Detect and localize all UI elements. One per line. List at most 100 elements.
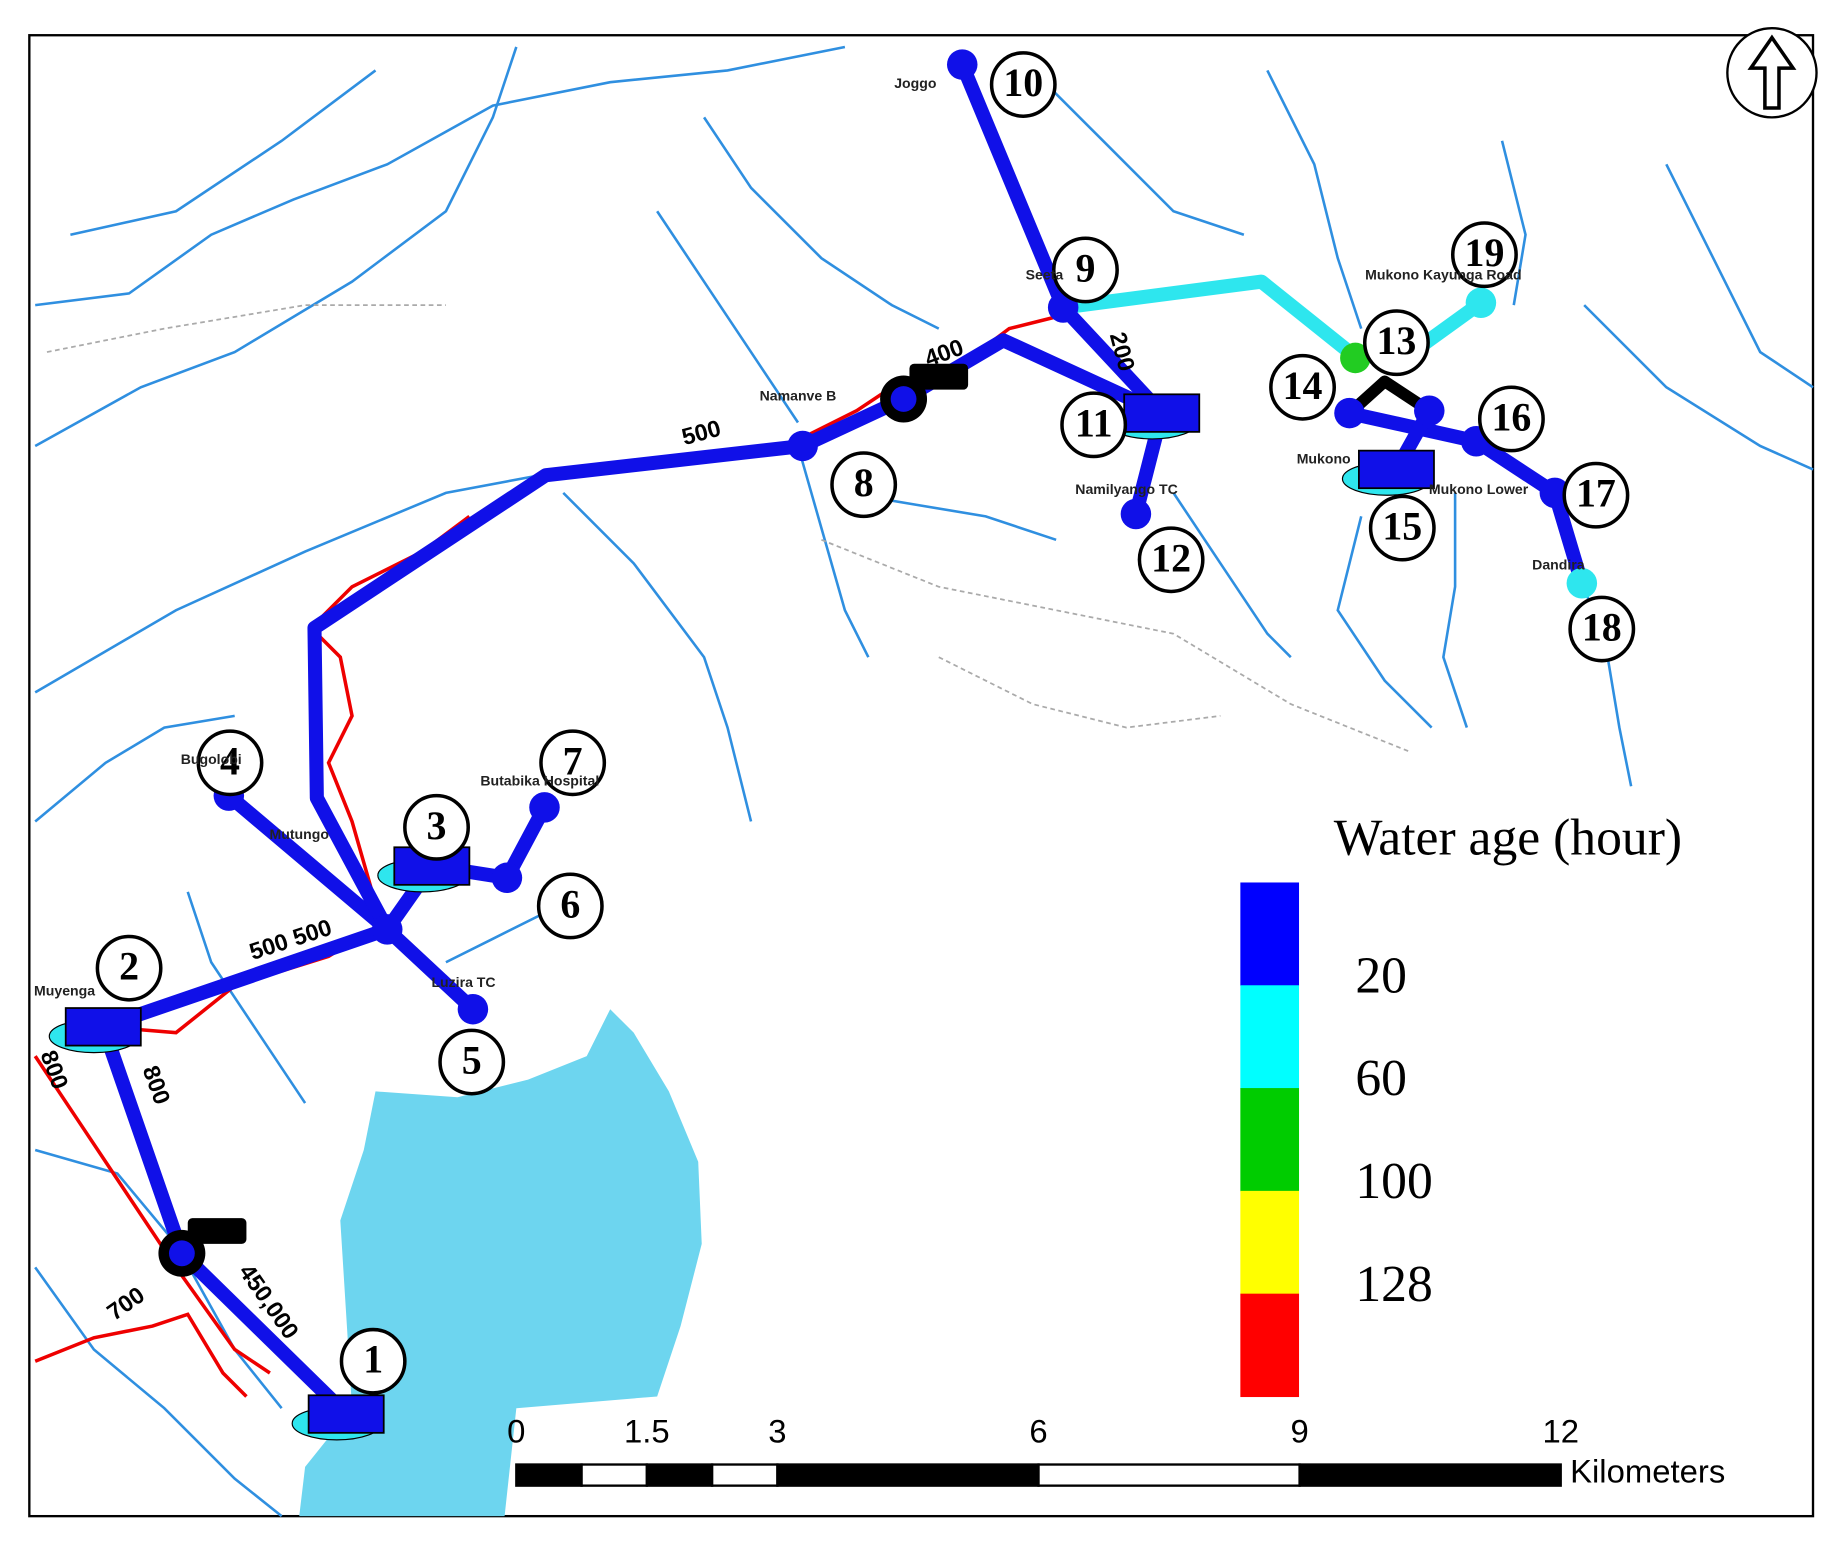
node-badge [536,872,604,940]
road [703,116,940,330]
legend-label: 100 [1355,1153,1432,1210]
road [186,891,307,1104]
legend-swatch [1240,882,1300,986]
node-badge [1269,353,1336,421]
road [1665,163,1814,389]
scale-segment [580,1463,649,1487]
legend-title: Water age (hour) [1334,809,1682,866]
scale-unit: Kilometers [1570,1453,1725,1490]
north-arrow [1726,27,1818,119]
junction [1120,498,1152,530]
road [46,304,446,353]
node-number: 6 [560,881,580,926]
place-name: Bugolobi [181,751,242,767]
place-name: Namanve B [760,387,837,403]
road [562,491,753,822]
junction [529,792,560,823]
scale-label: 0 [507,1413,525,1450]
node-number: 17 [1576,471,1616,516]
reservoir [1123,393,1201,433]
legend-label: 60 [1355,1050,1407,1107]
road [34,474,541,694]
road [1442,492,1469,728]
place-name: Mukono Lower [1429,481,1529,497]
road [1172,492,1292,659]
junction [1340,342,1371,374]
road [34,46,518,448]
lake [299,1009,702,1517]
pump-body [909,363,969,390]
node-number: 1 [363,1337,383,1382]
node-number: 10 [1003,60,1043,105]
node-number: 8 [854,460,874,505]
scale-label: 3 [768,1413,786,1450]
junction [1465,287,1497,319]
place-name: Muyenga [34,982,95,998]
node-number: 9 [1075,245,1095,290]
junction [371,914,403,945]
junction [1566,567,1598,599]
pipe [221,788,395,937]
place-name: Seeta [1026,267,1064,283]
labels: 12345678910111213141516171819JoggoSeetaN… [34,51,1636,1395]
node-badge [1450,221,1518,289]
pipe [380,922,480,1017]
junction [1414,395,1445,426]
node-badge [438,1028,506,1096]
node-badge [1368,494,1436,562]
place-name: Mutungo [270,826,330,842]
legend-swatch [1240,985,1300,1089]
place-name: Joggo [894,75,937,91]
scale-label: 12 [1542,1413,1579,1450]
node-number: 12 [1151,535,1191,580]
road [796,445,870,658]
road [1500,140,1527,306]
node-badge [1060,391,1128,459]
node-badge [1477,385,1545,453]
node-badge [196,729,264,797]
junction [1334,397,1365,429]
scale-label: 6 [1029,1413,1047,1450]
node-badge [95,934,163,1002]
place-name: Mukono [1297,451,1351,467]
scale-segment [1298,1463,1562,1487]
road [1583,304,1814,471]
reservoir [307,1394,385,1434]
pipe [1056,274,1357,360]
road [70,69,377,236]
scale-segment [1037,1463,1301,1487]
junction [946,49,978,80]
node-number: 7 [563,738,583,783]
pipe [1343,375,1436,419]
pump-body [187,1218,247,1244]
main [309,626,378,905]
legend-label: 20 [1355,947,1407,1004]
legend-swatch [1240,1293,1300,1398]
main [808,385,893,436]
node-number: 13 [1376,318,1416,363]
north-arrow-shape [1747,34,1797,110]
road [1266,69,1363,330]
node-number: 2 [119,944,139,989]
reservoir [1357,449,1435,490]
main [34,1312,248,1398]
main [33,1055,271,1375]
node-number: 15 [1382,504,1422,549]
road [1336,516,1433,729]
node-number: 11 [1075,400,1113,445]
legend: Water age (hour) 20 60 100 128 [1240,809,1682,1398]
road [656,210,800,424]
node-number: 16 [1491,394,1531,439]
node-number: 18 [1582,605,1622,650]
road [938,656,1221,729]
junction [457,993,489,1025]
legend-swatch [1240,1088,1300,1192]
place-name: Mukono Kayunga Road [1365,267,1521,283]
frame-border [28,34,1815,1518]
pump-node [168,1240,195,1267]
pump-node [890,386,917,412]
reservoir [64,1007,142,1047]
node-badge [989,51,1057,118]
